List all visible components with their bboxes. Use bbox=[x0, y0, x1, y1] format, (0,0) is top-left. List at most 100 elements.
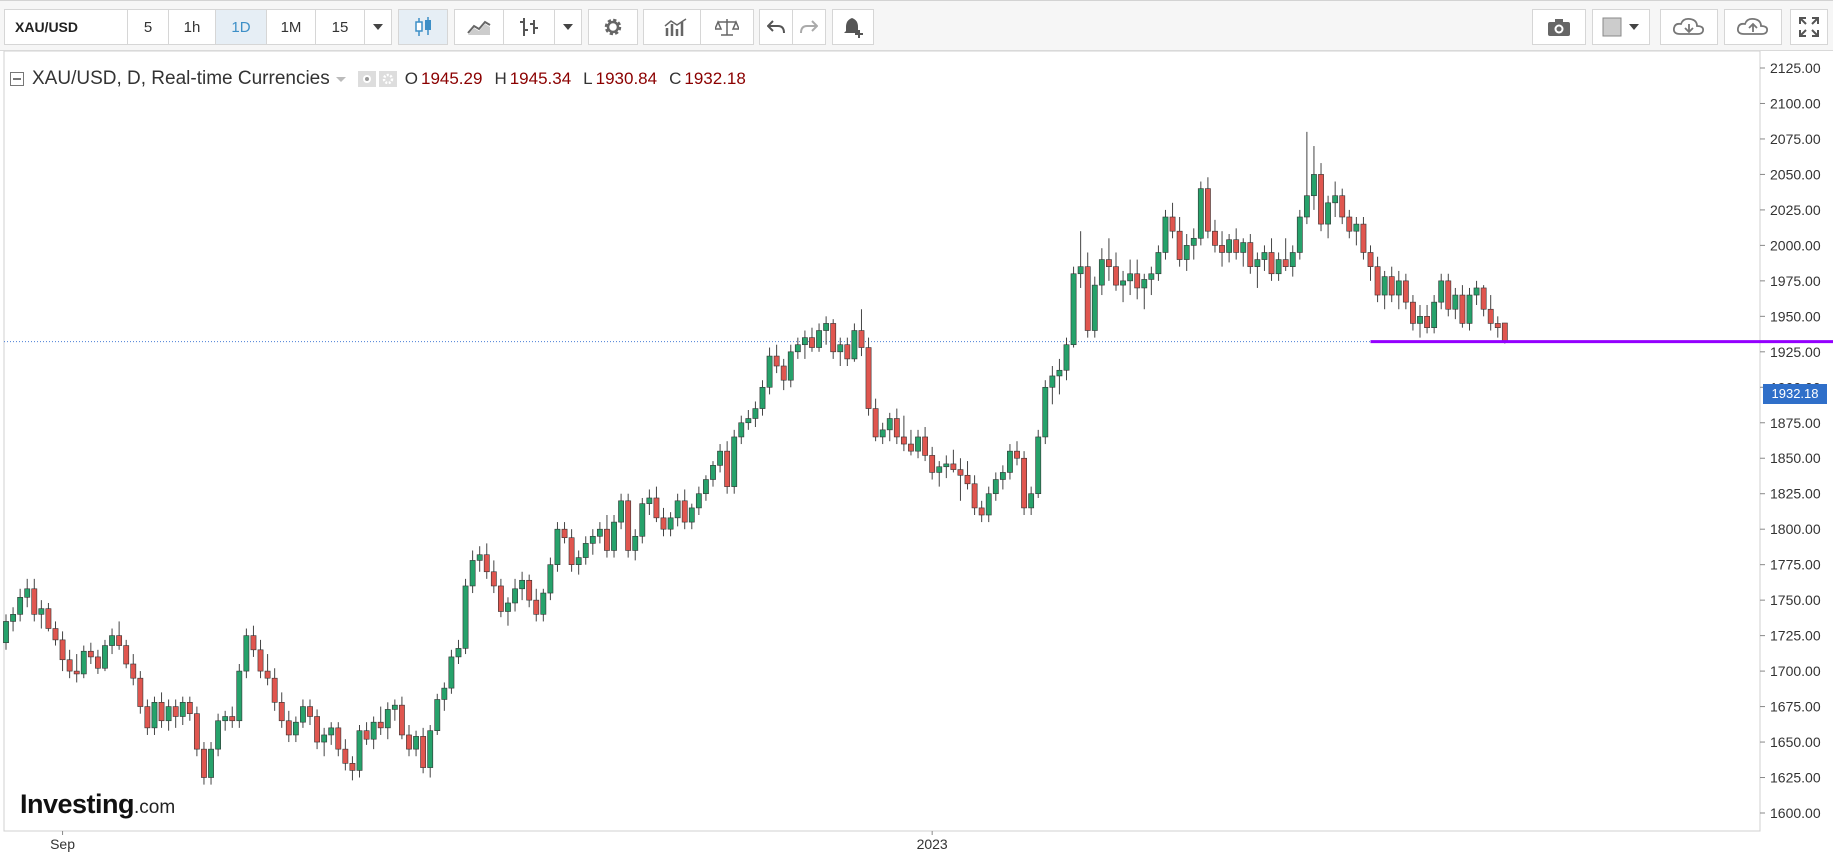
candle-down bbox=[653, 497, 660, 519]
candle-up bbox=[787, 351, 794, 381]
candle-up bbox=[540, 592, 547, 615]
fullscreen-icon bbox=[1799, 17, 1819, 37]
candle-up bbox=[448, 656, 455, 689]
collapse-legend-icon[interactable] bbox=[10, 72, 24, 86]
candle-up bbox=[823, 323, 830, 331]
candle-up bbox=[1063, 344, 1070, 371]
candle-up bbox=[1226, 239, 1233, 253]
candle-down bbox=[1445, 280, 1452, 310]
candle-up bbox=[999, 472, 1006, 480]
interval-1d-button[interactable]: 1D bbox=[215, 9, 267, 45]
candle-up bbox=[936, 466, 943, 473]
y-tick-label: 2075.00 bbox=[1770, 131, 1821, 147]
interval-5-button[interactable]: 5 bbox=[127, 9, 169, 45]
template-button[interactable] bbox=[1592, 9, 1650, 45]
candle-down bbox=[844, 344, 851, 360]
candle-up bbox=[1120, 280, 1126, 286]
candle-down bbox=[31, 588, 38, 615]
candle-up bbox=[759, 386, 766, 409]
candle-up bbox=[745, 418, 752, 424]
chevron-down-icon bbox=[373, 24, 383, 30]
candle-down bbox=[561, 528, 568, 539]
candle-down bbox=[978, 507, 985, 516]
y-tick-label: 1625.00 bbox=[1770, 770, 1821, 786]
candle-up bbox=[1007, 450, 1013, 473]
candle-up bbox=[10, 614, 16, 622]
interval-1h-button[interactable]: 1h bbox=[168, 9, 216, 45]
interval-1m-button[interactable]: 1M bbox=[266, 9, 316, 45]
bars-chart-type-button[interactable] bbox=[503, 9, 555, 45]
candle-down bbox=[229, 716, 236, 722]
chevron-down-icon bbox=[563, 24, 573, 30]
screenshot-button[interactable] bbox=[1532, 9, 1586, 45]
candle-down bbox=[257, 649, 264, 672]
candle-up bbox=[575, 557, 582, 565]
candle-up bbox=[943, 463, 950, 468]
candle-down bbox=[342, 748, 349, 764]
candle-down bbox=[1233, 239, 1240, 253]
y-tick-label: 2125.00 bbox=[1770, 60, 1821, 76]
candle-down bbox=[420, 736, 427, 768]
chevron-down-icon[interactable] bbox=[335, 76, 348, 84]
redo-button[interactable] bbox=[792, 9, 826, 45]
candle-up bbox=[165, 706, 172, 722]
candlestick-icon bbox=[415, 17, 431, 36]
save-cloud-button[interactable] bbox=[1724, 9, 1782, 45]
candle-down bbox=[681, 500, 688, 523]
candle-up bbox=[752, 408, 759, 419]
load-cloud-button[interactable] bbox=[1660, 9, 1718, 45]
candle-up bbox=[1395, 280, 1402, 296]
candle-up bbox=[476, 554, 483, 561]
candle-up bbox=[1332, 195, 1339, 204]
interval-15-button[interactable]: 15 bbox=[315, 9, 365, 45]
candle-up bbox=[236, 670, 243, 722]
legend-title: XAU/USD, D, Real-time Currencies bbox=[32, 68, 330, 89]
candle-up bbox=[1438, 280, 1445, 303]
candle-down bbox=[1021, 457, 1027, 509]
candle-down bbox=[1268, 252, 1275, 275]
candle-down bbox=[377, 721, 384, 729]
candle-down bbox=[1459, 294, 1466, 324]
alert-button[interactable] bbox=[832, 9, 874, 45]
candle-up bbox=[1127, 273, 1134, 282]
template-square-icon bbox=[1602, 17, 1639, 37]
line-chart-type-button[interactable] bbox=[454, 9, 504, 45]
eye-icon[interactable] bbox=[357, 71, 376, 87]
symbol-input[interactable]: XAU/USD bbox=[4, 9, 128, 45]
candle-up bbox=[766, 355, 773, 388]
candle-up bbox=[1035, 436, 1042, 495]
candle-down bbox=[900, 436, 907, 445]
candle-down bbox=[929, 455, 936, 473]
candles-chart-type-button[interactable] bbox=[398, 9, 448, 45]
legend-open: O 1945.29 bbox=[404, 69, 483, 88]
indicators-button[interactable] bbox=[643, 9, 709, 45]
candle-up bbox=[292, 721, 299, 736]
candle-up bbox=[370, 721, 377, 740]
candle-down bbox=[964, 474, 971, 485]
fullscreen-button[interactable] bbox=[1790, 9, 1828, 45]
candle-up bbox=[505, 602, 511, 612]
settings-button[interactable] bbox=[588, 9, 638, 45]
candle-down bbox=[59, 639, 66, 661]
candle-down bbox=[1205, 188, 1211, 232]
gear-icon[interactable] bbox=[378, 71, 397, 87]
y-tick-label: 2025.00 bbox=[1770, 202, 1821, 218]
candle-down bbox=[773, 355, 780, 367]
undo-button[interactable] bbox=[759, 9, 793, 45]
price-chart[interactable]: 2125.00 2100.00 2075.00 2050.00 2025.00 2000.… bbox=[0, 51, 1833, 859]
candle-down bbox=[625, 500, 632, 551]
candle-down bbox=[264, 670, 271, 679]
compare-button[interactable] bbox=[700, 9, 754, 45]
last-price-tag: 1932.18 bbox=[1763, 384, 1827, 404]
candle-up bbox=[1183, 245, 1190, 260]
candle-up bbox=[1049, 375, 1056, 388]
candle-up bbox=[1275, 259, 1282, 275]
interval-dropdown-button[interactable] bbox=[364, 9, 392, 45]
candle-down bbox=[1480, 287, 1487, 310]
candle-down bbox=[116, 635, 123, 646]
chart-type-dropdown-button[interactable] bbox=[554, 9, 582, 45]
x-tick-label: Sep bbox=[50, 836, 75, 852]
candle-down bbox=[1424, 316, 1430, 328]
chart-area[interactable]: 2125.00 2100.00 2075.00 2050.00 2025.00 2000.… bbox=[0, 51, 1833, 859]
candle-up bbox=[695, 493, 702, 509]
